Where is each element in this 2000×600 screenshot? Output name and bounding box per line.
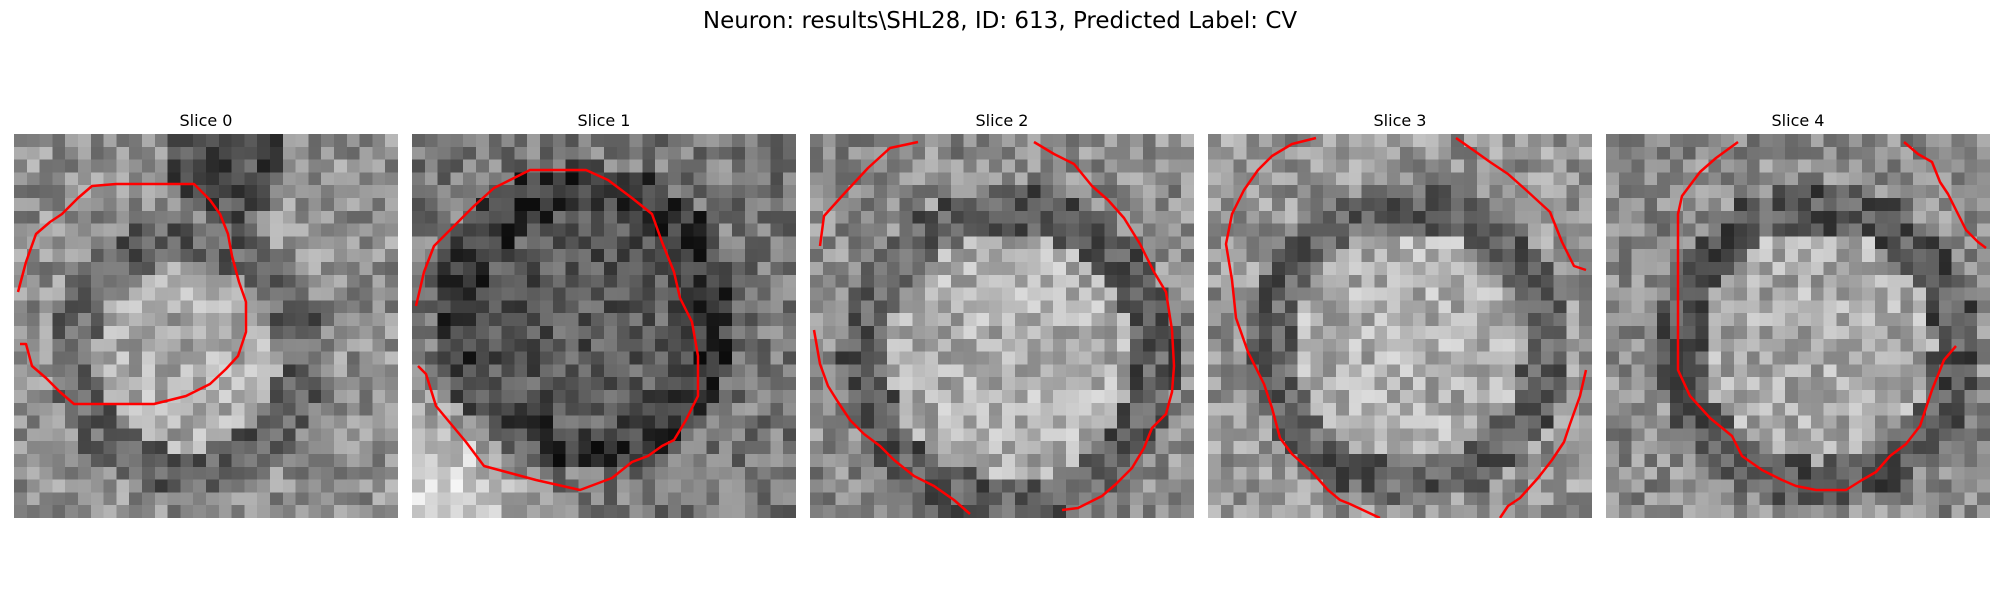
neuron-contour <box>414 168 700 492</box>
slice-panel-2: Slice 2 <box>810 110 1194 518</box>
slice-title: Slice 4 <box>1771 111 1825 130</box>
contour-overlay <box>16 182 248 406</box>
contour-overlay <box>812 140 1176 515</box>
slice-panel-4: Slice 4 <box>1606 110 1990 518</box>
neuron-contour <box>812 329 971 515</box>
grayscale-slice-image <box>1606 134 1990 518</box>
neuron-contour <box>1676 140 1957 492</box>
contour-overlay <box>1224 136 1588 518</box>
grayscale-slice-image <box>1208 134 1592 518</box>
slice-title: Slice 3 <box>1373 111 1427 130</box>
slice-title: Slice 0 <box>179 111 233 130</box>
neuron-contour <box>1224 136 1381 518</box>
contour-overlay <box>414 168 700 492</box>
slice-image-frame <box>14 134 398 518</box>
slice-image-frame <box>1208 134 1592 518</box>
neuron-contour <box>1498 369 1588 518</box>
grayscale-slice-image <box>810 134 1194 518</box>
slice-title: Slice 1 <box>577 111 631 130</box>
neuron-contour <box>818 140 919 247</box>
slice-image-frame <box>1606 134 1990 518</box>
slice-panel-1: Slice 1 <box>412 110 796 518</box>
slice-image-frame <box>412 134 796 518</box>
slice-title: Slice 2 <box>975 111 1029 130</box>
slice-panel-3: Slice 3 <box>1208 110 1592 518</box>
figure-title: Neuron: results\SHL28, ID: 613, Predicte… <box>702 8 1298 34</box>
neuron-contour <box>1455 136 1587 272</box>
contour-overlay <box>1676 140 1987 492</box>
slice-panel-0: Slice 0 <box>14 110 398 518</box>
slice-image-frame <box>810 134 1194 518</box>
neuron-contour <box>16 182 248 406</box>
neuron-contour <box>1033 140 1176 512</box>
neuron-contour <box>1903 141 1987 249</box>
